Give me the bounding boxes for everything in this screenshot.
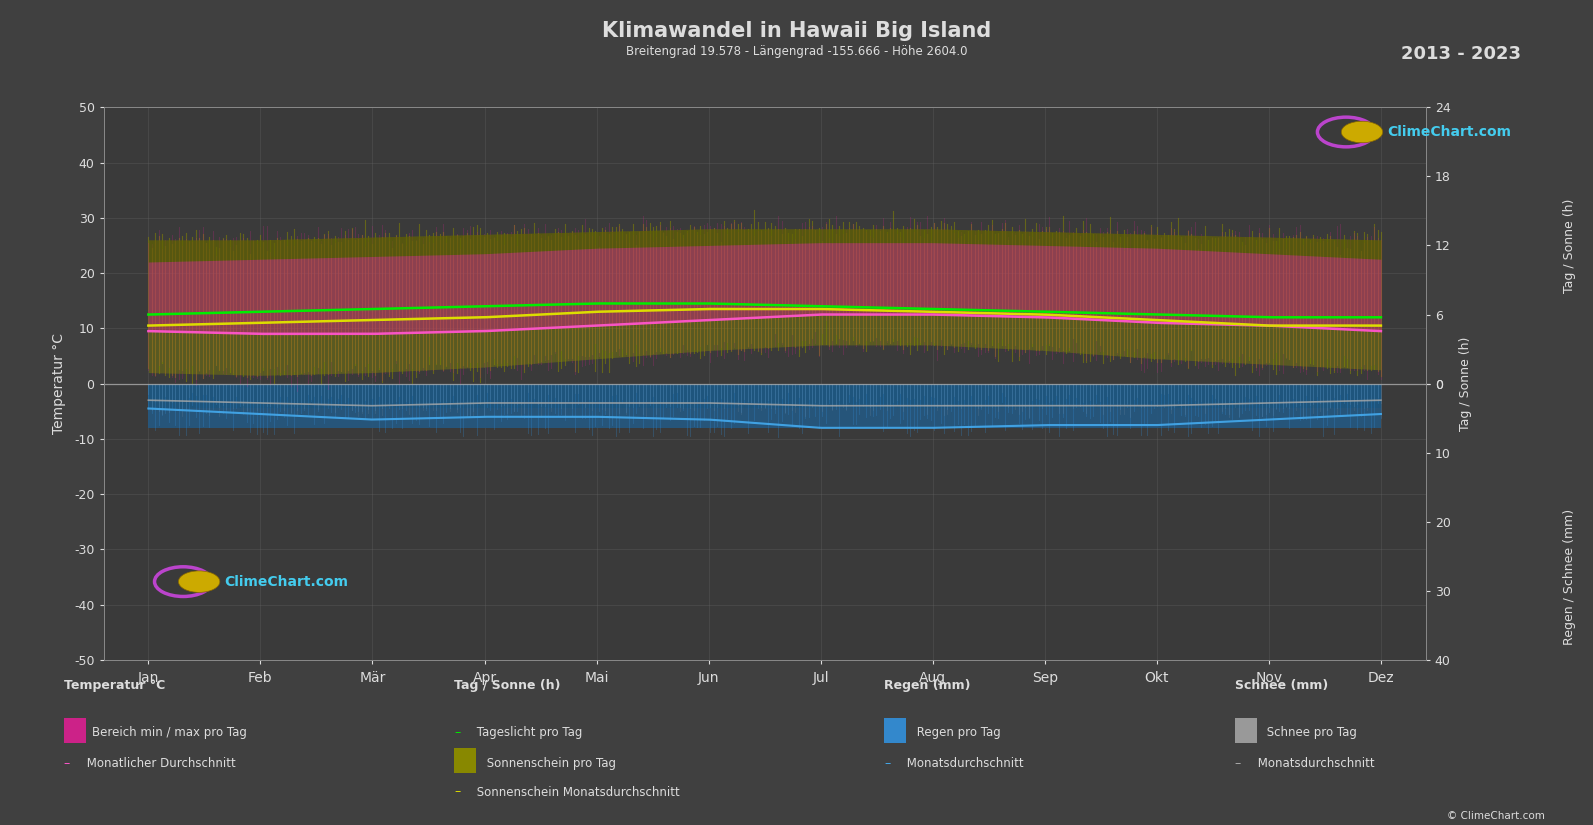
- Text: –: –: [64, 757, 70, 770]
- Text: –: –: [1235, 757, 1241, 770]
- Text: Sonnenschein Monatsdurchschnitt: Sonnenschein Monatsdurchschnitt: [473, 785, 680, 799]
- Y-axis label: Temperatur °C: Temperatur °C: [51, 333, 65, 434]
- Text: –: –: [884, 757, 890, 770]
- Text: Monatsdurchschnitt: Monatsdurchschnitt: [1254, 757, 1375, 770]
- Text: Klimawandel in Hawaii Big Island: Klimawandel in Hawaii Big Island: [602, 21, 991, 40]
- Text: Regen / Schnee (mm): Regen / Schnee (mm): [1563, 509, 1575, 645]
- Text: Regen (mm): Regen (mm): [884, 679, 970, 692]
- Text: Tag / Sonne (h): Tag / Sonne (h): [454, 679, 561, 692]
- Text: –: –: [454, 726, 460, 739]
- Text: Schnee (mm): Schnee (mm): [1235, 679, 1329, 692]
- Text: 2013 - 2023: 2013 - 2023: [1402, 45, 1521, 64]
- Text: ClimeChart.com: ClimeChart.com: [225, 575, 349, 588]
- Text: Breitengrad 19.578 - Längengrad -155.666 - Höhe 2604.0: Breitengrad 19.578 - Längengrad -155.666…: [626, 45, 967, 59]
- Text: Monatlicher Durchschnitt: Monatlicher Durchschnitt: [83, 757, 236, 770]
- Text: Tag / Sonne (h): Tag / Sonne (h): [1563, 198, 1575, 293]
- Text: Monatsdurchschnitt: Monatsdurchschnitt: [903, 757, 1024, 770]
- Text: Regen pro Tag: Regen pro Tag: [913, 726, 1000, 739]
- Text: Sonnenschein pro Tag: Sonnenschein pro Tag: [483, 757, 615, 770]
- Text: –: –: [454, 785, 460, 799]
- Text: ClimeChart.com: ClimeChart.com: [1388, 125, 1512, 139]
- Text: © ClimeChart.com: © ClimeChart.com: [1448, 811, 1545, 821]
- Text: Bereich min / max pro Tag: Bereich min / max pro Tag: [92, 726, 247, 739]
- Text: Schnee pro Tag: Schnee pro Tag: [1263, 726, 1357, 739]
- Y-axis label: Tag / Sonne (h): Tag / Sonne (h): [1459, 337, 1472, 431]
- Text: Temperatur °C: Temperatur °C: [64, 679, 166, 692]
- Text: Tageslicht pro Tag: Tageslicht pro Tag: [473, 726, 583, 739]
